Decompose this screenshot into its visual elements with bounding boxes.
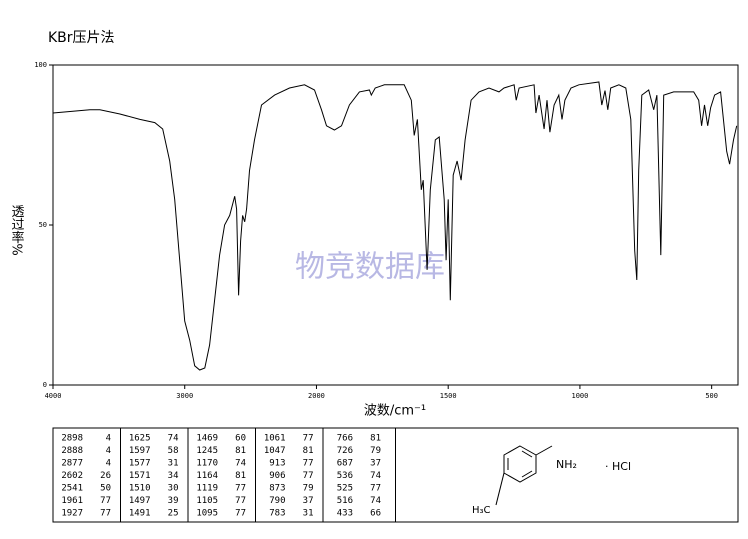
peak-transmittance: 66 xyxy=(370,509,381,519)
peak-transmittance: 77 xyxy=(303,459,314,469)
peak-transmittance: 4 xyxy=(106,459,111,469)
peak-transmittance: 81 xyxy=(370,434,381,444)
y-tick-label: 0 xyxy=(43,381,47,389)
peak-wavenumber: 687 xyxy=(337,459,353,469)
spectrum-line xyxy=(52,81,738,371)
peak-wavenumber: 1119 xyxy=(196,484,218,494)
peak-wavenumber: 1577 xyxy=(129,459,151,469)
watermark: 物竞数据库 xyxy=(295,250,445,285)
peak-wavenumber: 1571 xyxy=(129,471,151,481)
peak-wavenumber: 1497 xyxy=(129,496,151,506)
bond xyxy=(521,450,533,458)
peak-wavenumber: 1961 xyxy=(61,496,83,506)
bond xyxy=(521,470,533,478)
peak-transmittance: 79 xyxy=(370,446,381,456)
peak-transmittance: 74 xyxy=(370,496,381,506)
peak-transmittance: 74 xyxy=(235,459,246,469)
amine-label: NH₂ xyxy=(556,458,577,471)
peak-wavenumber: 1245 xyxy=(196,446,218,456)
peak-transmittance: 81 xyxy=(235,446,246,456)
peak-wavenumber: 2888 xyxy=(61,446,83,456)
peak-wavenumber: 906 xyxy=(269,471,285,481)
peak-transmittance: 34 xyxy=(168,471,179,481)
peak-transmittance: 58 xyxy=(168,446,179,456)
peak-wavenumber: 873 xyxy=(269,484,285,494)
benzene-ring xyxy=(503,445,537,483)
peak-wavenumber: 2541 xyxy=(61,484,83,494)
peak-transmittance: 81 xyxy=(235,471,246,481)
peak-transmittance: 31 xyxy=(168,459,179,469)
peak-transmittance: 77 xyxy=(235,496,246,506)
peak-wavenumber: 790 xyxy=(269,496,285,506)
x-tick-label: 2000 xyxy=(308,392,325,400)
peak-transmittance: 77 xyxy=(100,509,111,519)
peak-wavenumber: 1170 xyxy=(196,459,218,469)
peak-wavenumber: 516 xyxy=(337,496,353,506)
methyl-label: H₃C xyxy=(472,505,491,516)
bond xyxy=(495,472,505,506)
peak-wavenumber: 1047 xyxy=(264,446,286,456)
peak-transmittance: 25 xyxy=(168,509,179,519)
peak-transmittance: 4 xyxy=(106,434,111,444)
salt-label: · HCl xyxy=(605,460,631,473)
peak-wavenumber: 433 xyxy=(337,509,353,519)
chart-title: KBr压片法 xyxy=(48,30,115,46)
y-tick-label: 100 xyxy=(34,61,47,69)
peak-transmittance: 77 xyxy=(303,471,314,481)
x-tick-label: 1500 xyxy=(440,392,457,400)
peak-wavenumber: 1491 xyxy=(129,509,151,519)
peak-transmittance: 31 xyxy=(303,509,314,519)
peak-transmittance: 30 xyxy=(168,484,179,494)
peak-wavenumber: 2898 xyxy=(61,434,83,444)
x-axis-label: 波数/cm⁻¹ xyxy=(364,404,426,419)
peak-transmittance: 77 xyxy=(235,484,246,494)
peak-wavenumber: 2877 xyxy=(61,459,83,469)
peak-wavenumber: 2602 xyxy=(61,471,83,481)
bond xyxy=(535,445,553,456)
peak-transmittance: 74 xyxy=(168,434,179,444)
peak-wavenumber: 536 xyxy=(337,471,353,481)
peak-wavenumber: 783 xyxy=(269,509,285,519)
x-tick-label: 1000 xyxy=(571,392,588,400)
peak-transmittance: 4 xyxy=(106,446,111,456)
peak-transmittance: 77 xyxy=(370,484,381,494)
x-tick-label: 3000 xyxy=(176,392,193,400)
peak-wavenumber: 1510 xyxy=(129,484,151,494)
peak-transmittance: 77 xyxy=(235,509,246,519)
x-tick-label: 500 xyxy=(705,392,718,400)
peak-transmittance: 60 xyxy=(235,434,246,444)
peak-wavenumber: 1164 xyxy=(196,471,218,481)
y-tick-label: 50 xyxy=(39,221,47,229)
peak-wavenumber: 1927 xyxy=(61,509,83,519)
peak-transmittance: 39 xyxy=(168,496,179,506)
peak-wavenumber: 525 xyxy=(337,484,353,494)
plot-frame xyxy=(52,64,739,386)
peak-wavenumber: 913 xyxy=(269,459,285,469)
structure xyxy=(495,445,553,506)
peak-transmittance: 77 xyxy=(100,496,111,506)
y-axis-label: 透过率% xyxy=(9,204,25,255)
peak-transmittance: 77 xyxy=(303,434,314,444)
peak-wavenumber: 1469 xyxy=(196,434,218,444)
x-tick-label: 4000 xyxy=(45,392,62,400)
peak-wavenumber: 766 xyxy=(337,434,353,444)
peak-transmittance: 81 xyxy=(303,446,314,456)
peak-wavenumber: 1105 xyxy=(196,496,218,506)
peak-wavenumber: 1095 xyxy=(196,509,218,519)
peak-wavenumber: 1597 xyxy=(129,446,151,456)
peak-wavenumber: 1625 xyxy=(129,434,151,444)
peak-transmittance: 79 xyxy=(303,484,314,494)
peak-transmittance: 50 xyxy=(100,484,111,494)
peak-wavenumber: 726 xyxy=(337,446,353,456)
peak-transmittance: 26 xyxy=(100,471,111,481)
peak-transmittance: 74 xyxy=(370,471,381,481)
peak-transmittance: 37 xyxy=(303,496,314,506)
peak-transmittance: 37 xyxy=(370,459,381,469)
peak-wavenumber: 1061 xyxy=(264,434,286,444)
